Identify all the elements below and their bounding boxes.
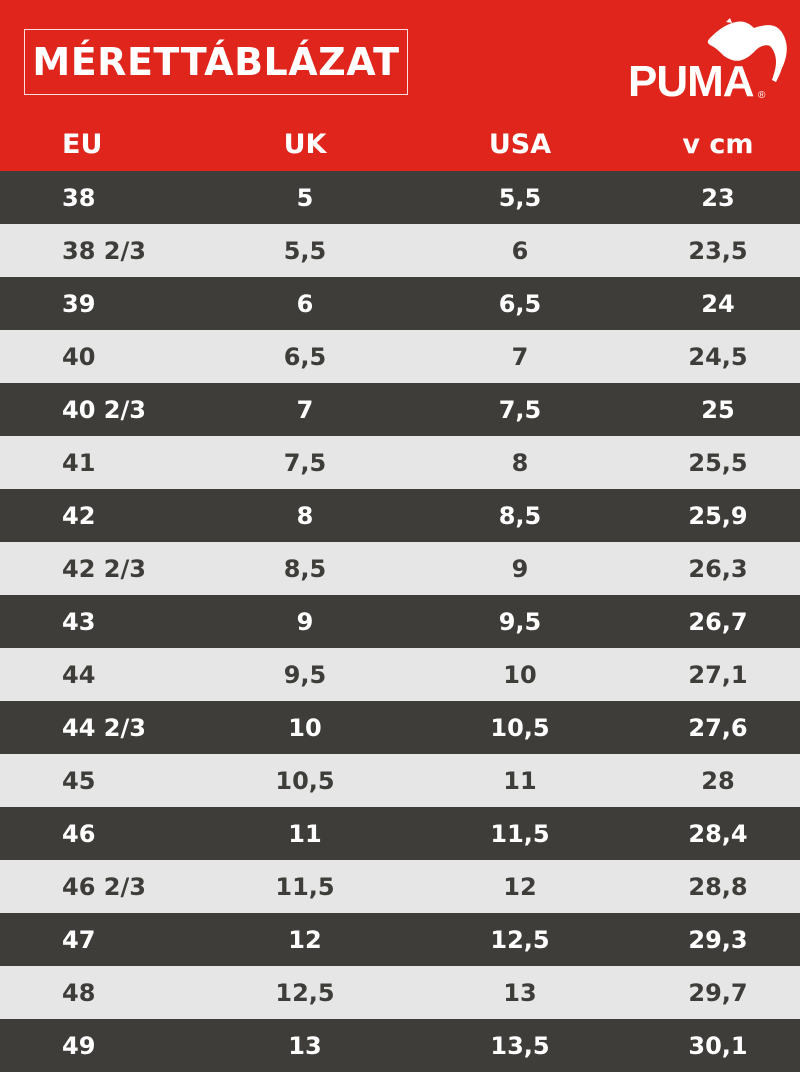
cell-cm: 29,7 [688, 978, 748, 1007]
cell-cm: 24 [701, 289, 735, 318]
cell-usa: 10,5 [490, 713, 550, 742]
cell-uk: 7,5 [283, 448, 327, 477]
cell-cm: 25,9 [688, 501, 748, 530]
cell-eu: 43 [62, 607, 96, 636]
table-row: 41 7,5 8 25,5 [0, 436, 800, 489]
cell-cm: 28,8 [688, 872, 748, 901]
cell-cm: 28,4 [688, 819, 748, 848]
cell-uk: 8 [296, 501, 314, 530]
cell-eu: 38 [62, 183, 96, 212]
cell-usa: 11,5 [490, 819, 550, 848]
table-row: 44 9,5 10 27,1 [0, 648, 800, 701]
column-header-eu: EU [62, 128, 103, 160]
page-title: MÉRETTÁBLÁZAT [32, 40, 400, 84]
cell-usa: 6 [511, 236, 529, 265]
cell-usa: 10 [503, 660, 537, 689]
table-row: 42 8 8,5 25,9 [0, 489, 800, 542]
puma-logo: PUMA ® [626, 16, 792, 102]
cell-usa: 13,5 [490, 1031, 550, 1060]
cell-cm: 23 [701, 183, 735, 212]
cell-usa: 8,5 [498, 501, 542, 530]
cell-uk: 9,5 [283, 660, 327, 689]
cell-usa: 11 [503, 766, 537, 795]
table-row: 43 9 9,5 26,7 [0, 595, 800, 648]
cell-uk: 6,5 [283, 342, 327, 371]
cell-usa: 12,5 [490, 925, 550, 954]
cell-uk: 7 [296, 395, 314, 424]
cell-eu: 42 [62, 501, 96, 530]
cell-eu: 39 [62, 289, 96, 318]
cell-eu: 48 [62, 978, 96, 1007]
cell-eu: 44 2/3 [62, 713, 146, 742]
registered-mark: ® [758, 90, 766, 101]
table-row: 38 5 5,5 23 [0, 171, 800, 224]
cell-cm: 24,5 [688, 342, 748, 371]
cell-cm: 25,5 [688, 448, 748, 477]
cell-cm: 26,7 [688, 607, 748, 636]
table-row: 47 12 12,5 29,3 [0, 913, 800, 966]
table-row: 45 10,5 11 28 [0, 754, 800, 807]
cell-uk: 11,5 [275, 872, 335, 901]
cell-eu: 46 2/3 [62, 872, 146, 901]
cell-usa: 8 [511, 448, 529, 477]
cell-usa: 7 [511, 342, 529, 371]
table-row: 46 2/3 11,5 12 28,8 [0, 860, 800, 913]
puma-cat-icon [707, 21, 787, 83]
cell-cm: 25 [701, 395, 735, 424]
table-row: 44 2/3 10 10,5 27,6 [0, 701, 800, 754]
cell-usa: 9 [511, 554, 529, 583]
cell-eu: 42 2/3 [62, 554, 146, 583]
table-row: 42 2/3 8,5 9 26,3 [0, 542, 800, 595]
cell-uk: 12,5 [275, 978, 335, 1007]
cell-cm: 27,1 [688, 660, 748, 689]
cell-uk: 13 [288, 1031, 322, 1060]
cell-uk: 5 [296, 183, 314, 212]
cell-uk: 10 [288, 713, 322, 742]
cell-cm: 27,6 [688, 713, 748, 742]
table-row: 38 2/3 5,5 6 23,5 [0, 224, 800, 277]
cell-usa: 6,5 [498, 289, 542, 318]
header-banner: MÉRETTÁBLÁZAT PUMA ® EU UK USA v cm [0, 0, 800, 171]
size-table: 38 5 5,5 23 38 2/3 5,5 6 23,5 39 6 6,5 24 40 6,5 7 24,5… [0, 171, 800, 1072]
cell-cm: 28 [701, 766, 735, 795]
table-row: 46 11 11,5 28,4 [0, 807, 800, 860]
cell-uk: 10,5 [275, 766, 335, 795]
table-row: 40 2/3 7 7,5 25 [0, 383, 800, 436]
cell-eu: 47 [62, 925, 96, 954]
cell-usa: 7,5 [498, 395, 542, 424]
table-row: 39 6 6,5 24 [0, 277, 800, 330]
cell-usa: 5,5 [498, 183, 542, 212]
cell-eu: 46 [62, 819, 96, 848]
cell-eu: 41 [62, 448, 96, 477]
cell-uk: 5,5 [283, 236, 327, 265]
table-row: 48 12,5 13 29,7 [0, 966, 800, 1019]
column-header-usa: USA [488, 128, 552, 160]
puma-wordmark: PUMA [628, 57, 754, 102]
cell-cm: 30,1 [688, 1031, 748, 1060]
cell-eu: 49 [62, 1031, 96, 1060]
table-row: 49 13 13,5 30,1 [0, 1019, 800, 1072]
cell-usa: 13 [503, 978, 537, 1007]
table-row: 40 6,5 7 24,5 [0, 330, 800, 383]
cell-cm: 29,3 [688, 925, 748, 954]
cell-eu: 40 [62, 342, 96, 371]
cell-usa: 9,5 [498, 607, 542, 636]
cell-cm: 26,3 [688, 554, 748, 583]
column-header-uk: UK [283, 128, 327, 160]
cell-uk: 8,5 [283, 554, 327, 583]
cell-uk: 6 [296, 289, 314, 318]
cell-eu: 45 [62, 766, 96, 795]
cell-eu: 40 2/3 [62, 395, 146, 424]
cell-uk: 11 [288, 819, 322, 848]
cell-cm: 23,5 [688, 236, 748, 265]
cell-uk: 9 [296, 607, 314, 636]
title-box: MÉRETTÁBLÁZAT [24, 29, 408, 95]
column-header-cm: v cm [682, 128, 754, 160]
cell-eu: 44 [62, 660, 96, 689]
cell-eu: 38 2/3 [62, 236, 146, 265]
cell-uk: 12 [288, 925, 322, 954]
cell-usa: 12 [503, 872, 537, 901]
